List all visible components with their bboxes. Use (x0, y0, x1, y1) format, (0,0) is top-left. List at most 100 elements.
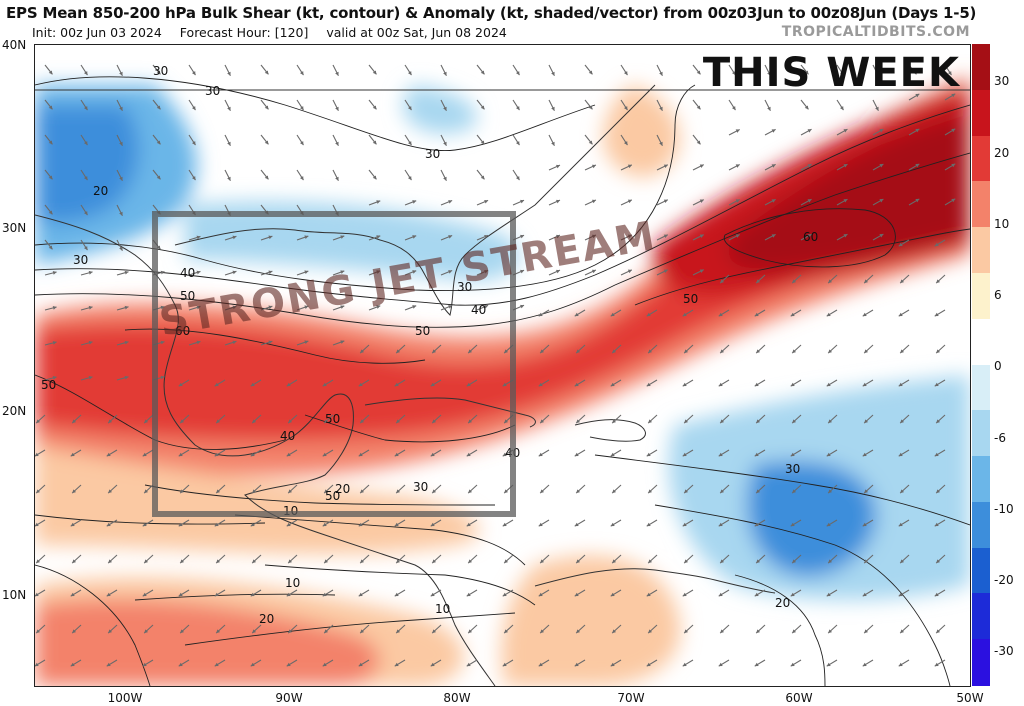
vector-head (502, 452, 507, 457)
wind-vector (899, 484, 910, 494)
vector-head (520, 304, 525, 309)
vector-head (144, 559, 149, 564)
vector-head (574, 452, 579, 457)
vector-head (178, 382, 183, 387)
wind-vector (466, 659, 478, 667)
vector-head (839, 71, 844, 76)
vector-head (191, 141, 196, 146)
wind-vector (430, 589, 442, 597)
vector-head (250, 592, 255, 597)
vector-head (156, 105, 161, 110)
colorbar-label: 0 (994, 359, 1002, 373)
vector-head (900, 559, 905, 564)
vector-head (376, 305, 381, 309)
vector-head (432, 559, 437, 564)
vector-head (591, 269, 596, 274)
vector-head (48, 210, 53, 215)
wind-vector (296, 134, 304, 146)
vector-head (915, 163, 920, 168)
vector-head (900, 419, 905, 424)
wind-vector (934, 519, 946, 527)
wind-vector (512, 99, 520, 111)
vector-head (191, 71, 196, 76)
vector-head (936, 629, 941, 634)
vector-head (754, 522, 759, 527)
wind-vector (107, 554, 118, 564)
wind-vector (395, 484, 406, 494)
wind-vector (260, 305, 273, 311)
vector-head (52, 306, 57, 310)
wind-vector (116, 375, 129, 381)
wind-vector (224, 99, 231, 111)
vector-head (448, 270, 453, 274)
wind-vector (872, 128, 884, 136)
wind-vector (44, 64, 53, 75)
wind-vector (538, 519, 550, 527)
vector-head (718, 662, 723, 667)
wind-vector (575, 344, 586, 354)
wind-vector (440, 305, 453, 311)
vector-head (828, 489, 833, 494)
wind-vector (944, 198, 956, 206)
vector-head (360, 349, 365, 354)
vector-head (936, 419, 941, 424)
wind-vector (934, 309, 946, 317)
vector-head (735, 164, 740, 168)
wind-vector (467, 484, 478, 494)
vector-head (790, 452, 795, 457)
vector-head (324, 629, 329, 634)
wind-vector (610, 309, 622, 317)
wind-vector (898, 239, 910, 247)
vector-head (699, 234, 704, 238)
wind-vector (107, 414, 118, 424)
contour-line (723, 208, 896, 268)
wind-vector (70, 519, 82, 527)
wind-vector (574, 519, 586, 527)
vector-head (396, 629, 401, 634)
wind-vector (332, 64, 339, 76)
vector-head (804, 70, 809, 75)
lon-label-50w: 50W (956, 691, 984, 705)
vector-head (48, 105, 53, 110)
vector-head (682, 662, 687, 667)
vector-head (322, 452, 327, 457)
vector-head (696, 105, 701, 110)
wind-vector (800, 128, 812, 136)
wind-vector (898, 659, 910, 667)
vector-head (936, 559, 941, 564)
vector-head (756, 629, 761, 634)
vector-head (504, 629, 509, 634)
wind-vector (584, 134, 593, 145)
vector-head (504, 419, 509, 424)
wind-vector (836, 198, 848, 206)
wind-vector (395, 624, 406, 634)
vector-head (372, 105, 377, 110)
vector-head (36, 629, 41, 634)
wind-vector (610, 519, 622, 527)
wind-vector (476, 234, 489, 241)
wind-vector (214, 589, 226, 597)
wind-vector (188, 169, 196, 181)
wind-vector (682, 379, 694, 387)
wind-vector (80, 64, 88, 76)
wind-vector (142, 519, 154, 527)
wind-vector (143, 414, 154, 424)
wind-vector (44, 239, 53, 250)
contour-label: 50 (415, 324, 430, 338)
vector-head (864, 419, 869, 424)
wind-vector (934, 449, 946, 457)
wind-vector (395, 554, 406, 564)
wind-vector (251, 484, 262, 494)
wind-vector (646, 519, 658, 527)
vector-head (119, 211, 123, 216)
contour-label: 60 (175, 324, 190, 338)
vector-head (335, 71, 339, 76)
wind-vector (296, 169, 304, 181)
wind-vector (764, 64, 771, 76)
vector-head (268, 340, 273, 345)
wind-vector (934, 239, 946, 247)
wind-vector (863, 624, 874, 634)
colorbar-cell (972, 89, 990, 137)
vector-head (807, 129, 812, 133)
